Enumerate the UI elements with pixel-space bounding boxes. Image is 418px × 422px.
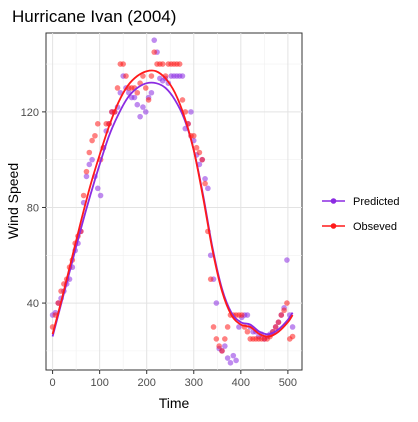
x-tick-label: 500 [279,377,297,389]
observed-point [151,49,158,55]
predicted-point [289,324,296,330]
y-tick-label: 40 [27,298,39,310]
x-axis-label: Time [159,395,190,411]
predicted-point [205,185,211,192]
predicted-point [236,324,242,330]
observed-point [159,61,166,67]
predicted-point [148,89,155,96]
x-tick-label: 0 [50,377,56,389]
predicted-point [89,156,95,163]
observed-point [199,156,206,163]
predicted-point [188,109,194,115]
predicted-point [202,175,208,182]
observed-point [193,144,200,151]
observed-point [134,89,141,96]
predicted-fit-line [51,81,294,337]
observed-point [92,132,98,139]
observed-point [145,97,152,103]
observed-point [281,307,287,314]
observed-point [224,324,231,330]
observed-point [179,97,186,103]
observed-point [284,300,290,306]
predicted-point [97,192,104,199]
predicted-point [222,343,228,349]
observed-point [210,324,217,330]
x-tick-label: 200 [138,377,156,389]
legend-swatch-point [330,223,337,229]
legend-label: Predicted [353,196,399,208]
observed-point [219,348,225,354]
observed-point [278,312,285,318]
predicted-point [134,101,141,108]
observed-point [190,132,197,139]
y-axis-label: Wind Speed [5,163,21,239]
predicted-point [213,300,220,306]
legend: Predicted Obseved [322,196,399,233]
predicted-point [151,37,158,43]
observed-point [86,149,93,156]
chart-title: Hurricane Ivan (2004) [12,7,176,26]
y-tick-label: 80 [27,202,39,214]
predicted-point [140,104,146,110]
observed-point [89,137,95,144]
observed-point [275,319,282,325]
observed-point [114,85,121,91]
observed-point [123,73,129,79]
observed-point [83,168,90,175]
observed-point [202,180,208,187]
observed-point [120,61,126,67]
predicted-point [224,355,231,361]
predicted-point [131,94,138,101]
predicted-point [137,113,143,120]
observed-point [142,85,149,91]
observed-point [140,73,146,79]
legend-item: Obseved [322,221,397,233]
observed-point [207,276,214,282]
x-tick-label: 300 [185,377,203,389]
legend-label: Obseved [353,221,397,233]
predicted-point [83,173,90,180]
observed-point [80,192,87,199]
observed-point [216,343,222,349]
observed-point [244,328,251,335]
observed-point [213,336,220,342]
predicted-point [179,73,186,79]
legend-item: Predicted [322,196,399,208]
observed-point [58,288,64,294]
observed-point [238,312,245,318]
predicted-point [244,312,251,318]
observed-point [272,324,279,330]
observed-point [148,73,155,79]
observed-fit-line [51,69,294,338]
predicted-point [230,352,237,359]
predicted-point [227,360,234,366]
predicted-point [284,257,290,263]
axis-ticks: 0 100 200 300 400 500 40 80 120 [21,107,297,389]
fit-lines [51,69,294,338]
predicted-point [94,185,101,192]
observed-point [289,333,296,340]
y-tick-label: 120 [21,107,39,119]
observed-point [222,336,228,342]
observed-point [176,61,183,67]
x-tick-label: 400 [232,377,250,389]
x-tick-label: 100 [90,377,108,389]
predicted-point [86,161,93,168]
observed-point [94,121,101,127]
predicted-point [207,252,214,259]
grid-lines [46,33,302,370]
observed-point [196,149,203,156]
predicted-point [142,109,149,115]
legend-swatch-point [330,198,337,204]
predicted-point [233,357,239,364]
